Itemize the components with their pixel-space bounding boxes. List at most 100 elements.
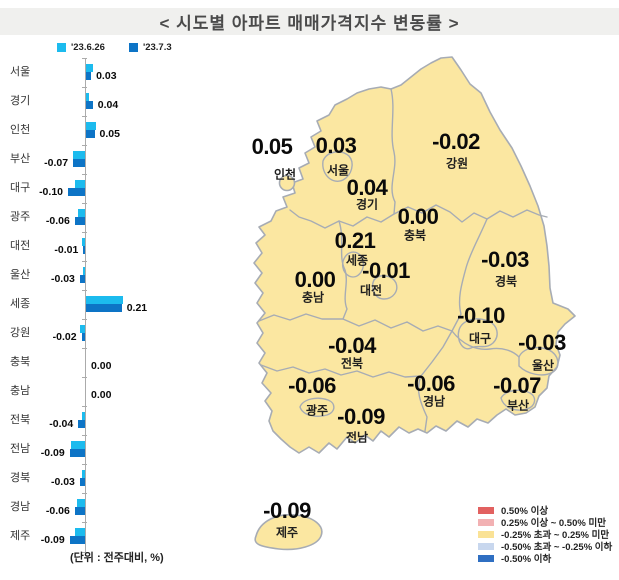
map-jeju-island [254,513,323,551]
chart-series-legend: '23.6.26 '23.7.3 [57,42,172,53]
bar-curr [86,129,95,138]
map-name-jeonbuk: 전북 [340,356,364,371]
series-legend-item: '23.7.3 [128,42,172,53]
bar-curr [69,536,85,545]
bar-category-label: 인천 [10,123,31,136]
bar-prev [86,63,93,72]
map-legend: 0.50% 이상 0.25% 이상 ~ 0.50% 미만 -0.25% 초과 ~ 0… [478,504,612,565]
bar-value-label: -0.01 [54,243,79,256]
map-value-sejong: 0.21 [334,228,376,253]
bar-curr [68,187,85,196]
bar-category-label: 경북 [10,472,31,485]
bar-prev [76,499,85,508]
border-gangwon-south [393,204,548,223]
map-value-gangwon: -0.02 [432,129,480,154]
map-value-jeonnam: -0.09 [337,404,385,429]
axis-tick [82,464,87,466]
bar-category-label: 울산 [10,268,31,281]
bar-value-label: -0.06 [45,214,70,227]
bar-prev [81,470,85,479]
map-value-jeju: -0.09 [263,498,311,523]
map-value-gyeonggi: 0.04 [346,175,388,200]
border-sejong-enclave [341,251,364,278]
border-gwangju-enclave [299,397,335,417]
map-name-gwangju: 광주 [305,403,329,418]
border-ulsan-enclave [518,346,559,376]
map-legend-swatch [478,506,494,514]
bar-prev [74,179,85,188]
border-busan-enclave [500,389,536,411]
bar-category-label: 경기 [10,94,31,107]
map-value-chungbuk: 0.00 [397,204,439,229]
bar-value-label: -0.02 [52,331,77,344]
axis-tick [82,144,87,146]
border-seoul-enclave [322,151,353,182]
map-legend-item: -0.50% 이하 [478,552,612,565]
axis-tick [82,435,87,437]
map-legend-item: -0.25% 초과 ~ 0.25% 미만 [478,528,612,541]
bar-value-label: -0.04 [49,418,74,431]
border-jeonbuk-jeonnam [260,364,422,378]
map-legend-swatch [478,542,494,550]
bar-curr [86,100,93,109]
map-name-chungbuk: 충북 [403,228,427,243]
map-name-daejeon: 대전 [359,283,383,298]
bar-category-label: 충남 [10,385,31,398]
map-legend-swatch [478,530,494,538]
bar-curr [79,478,85,487]
series-label: '23.6.26 [71,42,105,53]
bar-prev [81,412,85,421]
axis-tick [82,173,87,175]
bar-value-label: -0.09 [40,447,65,460]
map-legend-label: 0.50% 이상 [501,506,549,517]
map-name-incheon: 인천 [273,167,297,182]
map-name-seoul: 서울 [326,163,350,178]
map-name-gyeonggi: 경기 [355,197,379,212]
axis-tick [82,377,87,379]
bar-value-label: 0.04 [97,98,119,111]
border-chungnam-chungbuk [338,220,348,320]
bar-curr [86,71,92,80]
series-swatch [57,43,66,52]
axis-tick [82,406,87,408]
map-name-chungnam: 충남 [301,290,325,305]
map-value-gyeongnam: -0.06 [407,371,455,396]
series-swatch [128,43,138,52]
bar-category-label: 제주 [10,530,31,543]
bar-curr [83,245,85,254]
border-jeonbuk-gyeongnam [420,330,453,377]
bar-prev [73,150,85,159]
axis-tick [82,289,87,291]
map-legend-item: 0.25% 이상 ~ 0.50% 미만 [478,516,612,529]
bar-category-label: 강원 [10,327,31,340]
title-band: < 시도별 아파트 매매가격지수 변동률 > [0,8,619,35]
bar-prev [74,528,85,537]
bar-prev [86,92,90,101]
bar-category-label: 전남 [10,443,31,456]
axis-tick [82,493,87,495]
axis-tick [82,319,87,321]
bar-value-label: -0.09 [40,534,65,547]
map-legend-label: -0.50% 이하 [501,554,552,565]
bar-curr [81,333,85,342]
bar-prev [86,121,97,130]
bar-category-label: 대전 [10,239,31,252]
bar-curr [73,158,85,167]
bar-category-label: 부산 [10,152,31,165]
map-value-busan: -0.07 [493,373,541,398]
border-gyeongbuk-gyeongnam [451,330,520,358]
bar-category-label: 충북 [10,356,31,369]
bar-category-label: 전북 [10,414,31,427]
bar-value-label: 0.05 [99,127,120,140]
bar-curr [69,449,85,458]
map-legend-swatch [478,518,494,526]
map-value-gwangju: -0.06 [288,373,336,398]
unit-note: (단위 : 전주대비, %) [70,552,164,564]
map-name-sejong: 세종 [345,253,369,268]
border-jeonbuk-north [258,313,453,332]
border-daegu-enclave [457,318,498,350]
border-gyeonggi-gangwon [390,88,396,215]
bar-prev [71,441,85,450]
bar-prev [81,237,85,246]
